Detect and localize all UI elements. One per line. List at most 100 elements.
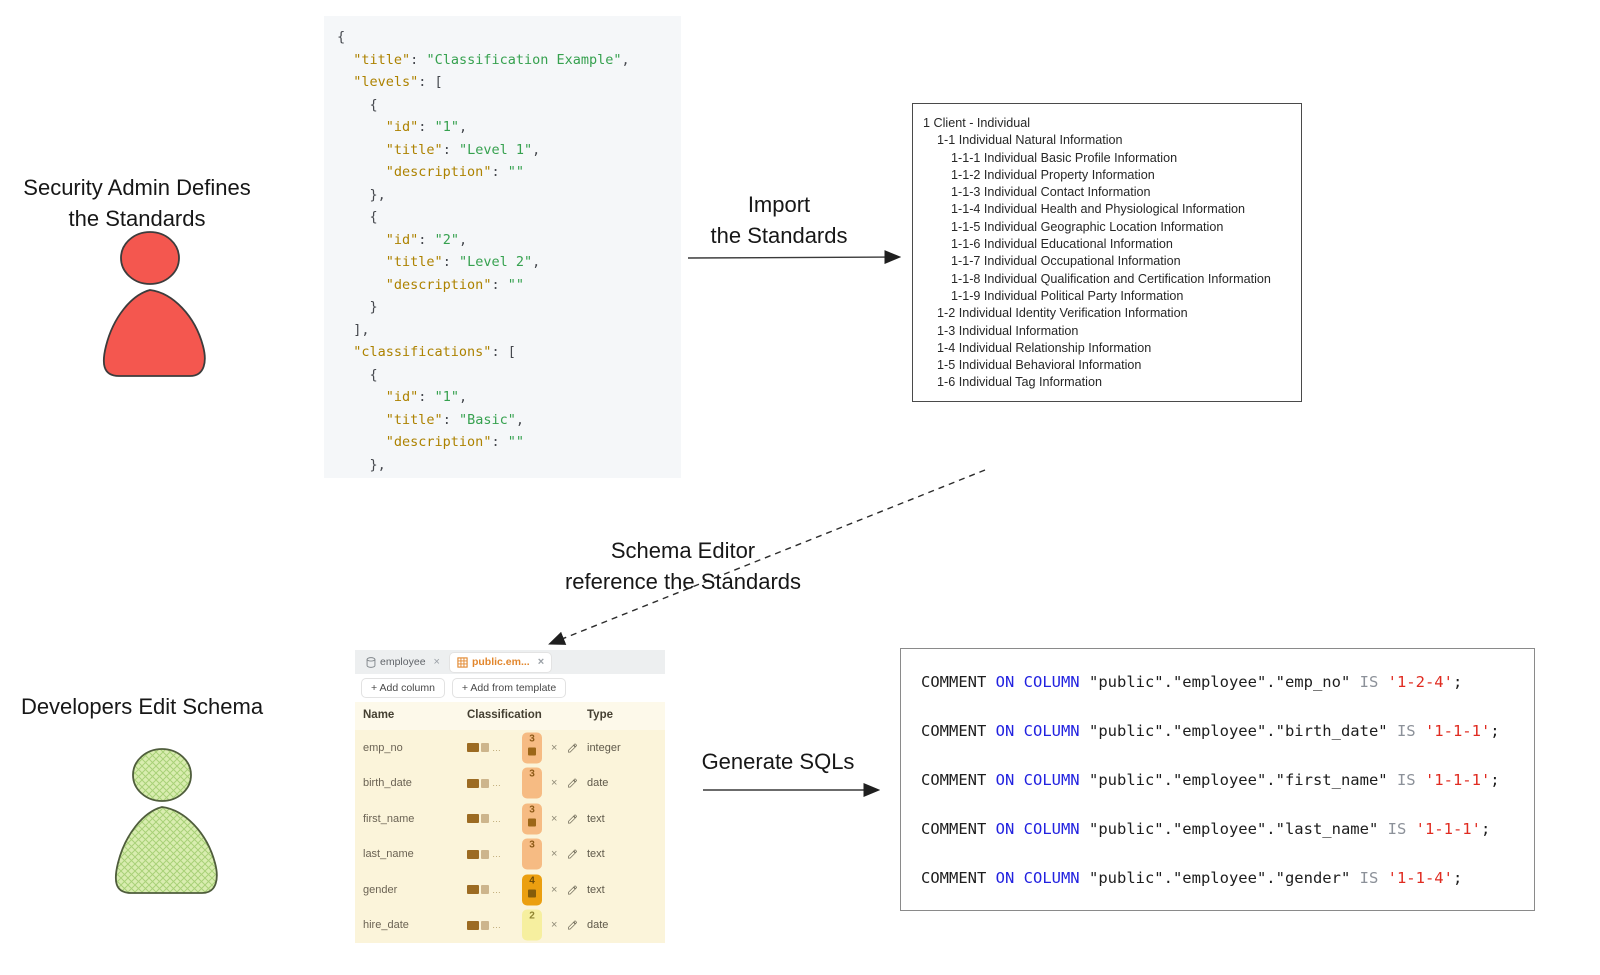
code-token: ;	[1452, 868, 1463, 887]
classification-level-badge[interactable]: 3	[522, 732, 542, 764]
remove-classification-icon[interactable]: ×	[551, 883, 558, 896]
code-token: "title"	[353, 51, 411, 68]
code-line: {	[337, 26, 681, 49]
classification-level-badge[interactable]: 4	[522, 874, 542, 906]
classification-level-badge[interactable]: 3	[522, 838, 542, 870]
code-token: "1"	[434, 119, 459, 135]
code-token: '1-1-4'	[1387, 868, 1453, 887]
code-line: {	[337, 94, 681, 117]
code-line: },	[337, 184, 681, 207]
tab-public-employee-label: public.em...	[471, 656, 530, 668]
classification-level-badge[interactable]: 3	[522, 767, 542, 799]
import-label-line1: Import	[747, 192, 811, 217]
code-line: "title": "Classification Example",	[337, 49, 681, 72]
tab-close-icon[interactable]: ×	[433, 656, 440, 668]
tab-employee[interactable]: employee ×	[359, 653, 447, 672]
remove-classification-icon[interactable]: ×	[551, 848, 558, 861]
edit-classification-button[interactable]	[567, 884, 578, 895]
code-line: "levels": [	[337, 71, 681, 94]
import-label: Import the Standards	[659, 189, 899, 251]
code-token: '1-1-1'	[1424, 770, 1491, 789]
code-line: {	[337, 206, 681, 229]
tab-close-icon[interactable]: ×	[537, 656, 545, 668]
code-line: "classifications": [	[337, 341, 681, 364]
classification-chips[interactable]: …	[467, 849, 501, 859]
code-token: IS	[1396, 721, 1416, 740]
code-token: "public"."employee"."last_name"	[1079, 819, 1388, 838]
badge-number: 3	[529, 804, 535, 816]
column-type-cell: text	[587, 848, 605, 861]
badge-inner-square	[528, 889, 536, 898]
code-token: "2"	[434, 231, 459, 248]
classification-chip	[481, 849, 489, 859]
edit-classification-button[interactable]	[567, 813, 578, 824]
code-token: : [	[418, 74, 443, 90]
edit-classification-button[interactable]	[567, 778, 578, 789]
edit-classification-button[interactable]	[567, 849, 578, 860]
tree-item: 1-2 Individual Identity Verification Inf…	[937, 306, 1188, 321]
code-line: "title": "Level 1",	[337, 139, 681, 162]
remove-classification-icon[interactable]: ×	[551, 812, 558, 825]
classification-chips[interactable]: …	[467, 920, 501, 930]
classification-chips[interactable]: …	[467, 778, 501, 788]
column-name-cell: first_name	[363, 812, 415, 825]
classification-chip	[481, 814, 489, 824]
tree-item: 1-1-5 Individual Geographic Location Inf…	[951, 219, 1224, 234]
remove-classification-icon[interactable]: ×	[551, 919, 558, 932]
code-token: ],	[337, 321, 370, 338]
edit-classification-button[interactable]	[567, 920, 578, 931]
code-token: ON COLUMN	[995, 770, 1080, 789]
add-from-template-button[interactable]: + Add from template	[451, 678, 567, 698]
schema-editor-panel: employee × public.em... × + Add column +…	[355, 650, 665, 943]
classification-chips[interactable]: …	[467, 885, 501, 895]
edit-classification-button[interactable]	[567, 742, 578, 753]
developer-person-icon	[114, 748, 218, 894]
column-name-cell: emp_no	[363, 741, 403, 754]
code-token: "id"	[385, 119, 419, 135]
classification-chip	[467, 778, 479, 788]
generate-label-line1: Generate SQLs	[701, 749, 855, 774]
table-row: gender … 4 × text	[355, 872, 665, 908]
code-token: "public"."employee"."first_name"	[1079, 770, 1397, 789]
tab-public-employee[interactable]: public.em... ×	[449, 652, 552, 672]
column-type-cell: integer	[587, 741, 621, 754]
code-token: IS	[1387, 819, 1407, 838]
add-column-button[interactable]: + Add column	[361, 678, 445, 698]
code-token: ,	[458, 119, 468, 135]
code-token: : [	[491, 344, 516, 360]
standards-tree-lines: 1 Client - Individual 1-1 Individual Natu…	[923, 115, 1291, 392]
code-line: ],	[337, 319, 681, 342]
standards-json-panel: { "title": "Classification Example", "le…	[324, 16, 681, 478]
import-label-line2: the Standards	[710, 223, 848, 248]
code-token: :	[442, 141, 459, 158]
table-row: first_name … 3 × text	[355, 801, 665, 837]
code-token	[1416, 722, 1425, 740]
code-token: ""	[507, 164, 524, 180]
table-row: birth_date … 3 × date	[355, 766, 665, 802]
remove-classification-icon[interactable]: ×	[551, 741, 558, 754]
code-line: "id": "1",	[337, 116, 681, 139]
admin-title-line1: Security Admin Defines	[23, 175, 251, 200]
code-token	[337, 142, 386, 158]
code-line: "description": ""	[337, 431, 681, 454]
column-name-cell: last_name	[363, 848, 414, 861]
code-token: COMMENT	[921, 770, 996, 789]
code-token	[337, 52, 353, 68]
code-line: }	[337, 296, 681, 319]
classification-chips[interactable]: …	[467, 743, 501, 753]
code-token: ,	[532, 254, 541, 270]
classification-level-badge[interactable]: 2	[522, 909, 542, 941]
tab-employee-label: employee	[380, 656, 426, 668]
classification-chip	[467, 885, 479, 895]
code-token	[337, 164, 386, 180]
code-token: {	[337, 29, 346, 45]
code-token: :	[442, 411, 459, 428]
code-token: COMMENT	[921, 868, 996, 887]
remove-classification-icon[interactable]: ×	[551, 777, 558, 790]
sql-statement: COMMENT ON COLUMN "public"."employee"."l…	[921, 820, 1528, 838]
code-token: '1-1-1'	[1415, 819, 1481, 838]
classification-chips[interactable]: …	[467, 814, 501, 824]
code-token: :	[491, 434, 508, 450]
classification-level-badge[interactable]: 3	[522, 803, 542, 835]
column-type-cell: date	[587, 919, 609, 932]
